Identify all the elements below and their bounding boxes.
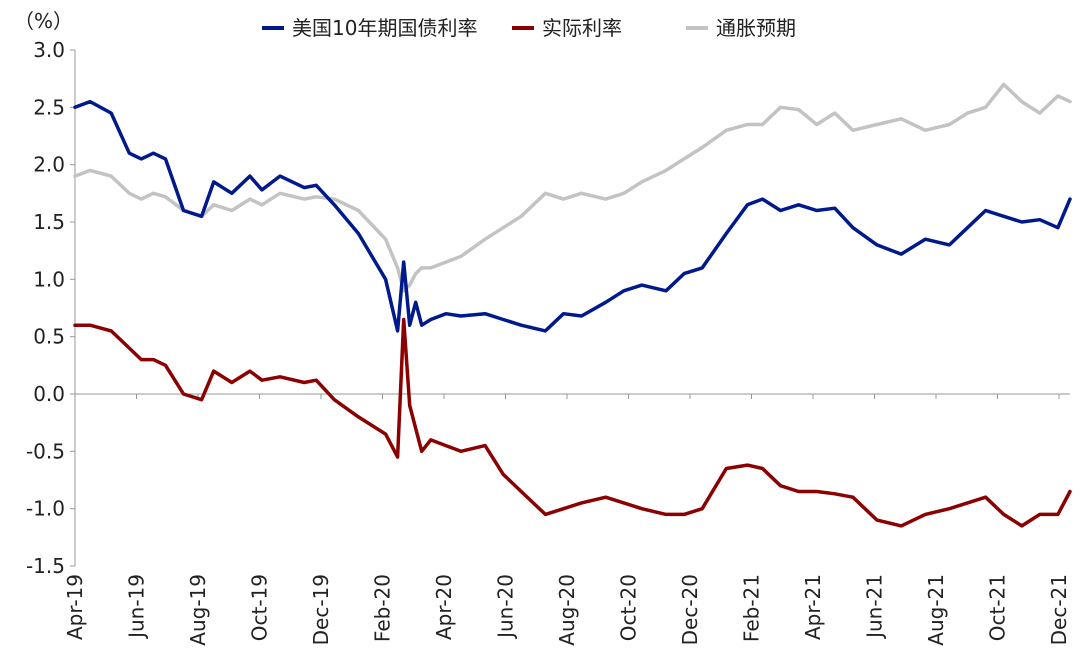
y-tick-label: 1.0: [33, 267, 65, 291]
x-tick-label: Feb-20: [371, 574, 395, 642]
y-tick-label: -1.5: [26, 554, 65, 578]
x-tick-label: Dec-21: [1047, 574, 1071, 645]
x-tick-label: Apr-19: [63, 574, 87, 640]
series-layer: [73, 82, 1072, 528]
x-tick-label: Oct-21: [986, 574, 1010, 641]
x-tick-label: Aug-21: [924, 574, 948, 646]
legend-label-1: 实际利率: [542, 16, 622, 40]
y-tick-label: -1.0: [26, 497, 65, 521]
x-tick-label: Jun-21: [863, 574, 887, 640]
y-tick-label: -0.5: [26, 439, 65, 463]
legend: 美国10年期国债利率 实际利率 通胀预期: [262, 16, 796, 40]
x-tick-label: Aug-20: [555, 574, 579, 646]
x-tick-label: Jun-19: [125, 574, 149, 640]
y-tick-label: 1.5: [33, 210, 65, 234]
y-tick-label: 2.5: [33, 95, 65, 119]
x-tick-label: Apr-21: [801, 574, 825, 640]
x-tick-label: Aug-19: [186, 574, 210, 646]
series-line-2: [73, 82, 1072, 293]
x-tick-label: Oct-19: [248, 574, 272, 641]
x-tick-label: Apr-20: [432, 574, 456, 640]
series-line-1: [73, 317, 1072, 528]
y-tick-label: 2.0: [33, 153, 65, 177]
y-tick-label: 0.0: [33, 382, 65, 406]
x-tick-label: Dec-19: [309, 574, 333, 645]
legend-label-2: 通胀预期: [716, 16, 796, 40]
x-tick-label: Dec-20: [678, 574, 702, 645]
x-tick-label: Oct-20: [617, 574, 641, 641]
y-tick-label: 3.0: [33, 38, 65, 62]
y-axis-unit-label: （%）: [14, 9, 73, 33]
series-line-0: [73, 99, 1072, 333]
y-tick-label: 0.5: [33, 325, 65, 349]
x-tick-label: Jun-20: [494, 574, 518, 640]
legend-label-0: 美国10年期国债利率: [292, 16, 477, 40]
x-tick-label: Feb-21: [740, 574, 764, 642]
